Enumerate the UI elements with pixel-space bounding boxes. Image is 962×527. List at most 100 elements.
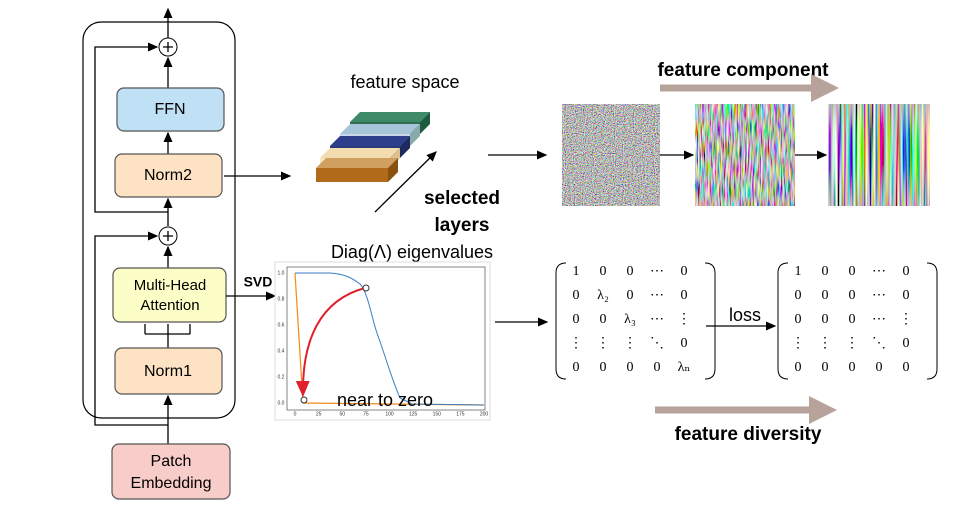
- feature-blocks: [316, 112, 430, 182]
- feature-map: [828, 104, 930, 206]
- add-node: [158, 226, 178, 246]
- matrix-entry: 0: [795, 360, 802, 375]
- ffn-box: [116, 87, 225, 132]
- matrix-entry: 0: [600, 264, 607, 279]
- x-tick-label: 0: [294, 411, 297, 417]
- matrix-entry: 0: [573, 288, 580, 303]
- near-zero-label: near to zero: [337, 390, 433, 410]
- matrix-entry: ⋮: [677, 312, 691, 327]
- attention-label: Attention: [140, 297, 199, 314]
- matrix-entry: 0: [681, 288, 688, 303]
- y-tick-label: 0.6: [278, 322, 285, 328]
- x-tick-label: 75: [363, 411, 369, 417]
- y-tick-label: 0.0: [278, 400, 285, 406]
- matrix-entry: λₙ: [678, 360, 691, 375]
- matrix-entry: 0: [681, 336, 688, 351]
- x-tick-label: 50: [339, 411, 345, 417]
- matrix-entry: ⋱: [650, 336, 664, 351]
- feature-component-label: feature component: [657, 60, 829, 81]
- matrix-entry: ⋮: [791, 336, 805, 351]
- bracket: [704, 262, 716, 380]
- matrix-entry: 0: [849, 360, 856, 375]
- matrix-entry: ⋮: [845, 336, 859, 351]
- matrix-entry: ⋯: [650, 312, 664, 327]
- y-tick-label: 1.0: [278, 270, 285, 276]
- selected-layers-label: selected: [424, 188, 500, 209]
- arrow: [374, 151, 437, 213]
- encoder-frame: [82, 21, 236, 419]
- matrix-entry: 0: [903, 336, 910, 351]
- matrix-entry: 0: [681, 264, 688, 279]
- curve: [295, 272, 485, 406]
- norm2-box: [114, 153, 223, 198]
- x-tick-label: 200: [480, 411, 489, 417]
- matrix-entry: 0: [573, 360, 580, 375]
- x-tick-label: 125: [409, 411, 418, 417]
- x-tick-label: 175: [456, 411, 465, 417]
- matrix-entry: 0: [795, 288, 802, 303]
- matrix-entry: 0: [795, 312, 802, 327]
- x-tick-label: 25: [316, 411, 322, 417]
- feature-diversity-label: feature diversity: [675, 424, 822, 445]
- matrix-entry: 0: [849, 264, 856, 279]
- matrix-entry: ⋮: [623, 336, 637, 351]
- matrix-entry: ⋮: [899, 312, 913, 327]
- eigen-title: Diag(Λ) eigenvalues: [331, 242, 493, 262]
- bracket: [926, 262, 938, 380]
- y-tick-label: 0.4: [278, 348, 285, 354]
- matrix-entry: 0: [627, 264, 634, 279]
- bracket: [777, 262, 789, 380]
- matrix-entry: 0: [903, 264, 910, 279]
- norm1-box: [114, 347, 223, 395]
- matrix-entry: 1: [795, 264, 802, 279]
- arrow: [144, 324, 191, 348]
- matrix-entry: 0: [600, 360, 607, 375]
- x-tick-label: 150: [433, 411, 442, 417]
- matrix-entry: 0: [849, 288, 856, 303]
- matrix-entry: ⋯: [872, 312, 886, 327]
- matrix-entry: λ₃: [624, 312, 636, 327]
- matrix-entry: 0: [654, 360, 661, 375]
- residual: [94, 42, 168, 213]
- matrix-entry: ⋮: [596, 336, 610, 351]
- matrix-entry: 0: [627, 360, 634, 375]
- norm1-label: Norm1: [144, 363, 192, 380]
- x-tick-label: 100: [385, 411, 394, 417]
- matrix-entry: 1: [573, 264, 580, 279]
- red-arrow: [295, 287, 366, 397]
- y-tick-label: 0.2: [278, 374, 285, 380]
- selected-layers-label: layers: [435, 215, 490, 236]
- add-node: [158, 37, 178, 57]
- matrix-entry: 0: [822, 264, 829, 279]
- matrix-entry: ⋯: [872, 264, 886, 279]
- marker: [362, 284, 370, 292]
- bracket: [555, 262, 567, 380]
- matrix-entry: 0: [822, 312, 829, 327]
- matrix-entry: 0: [849, 312, 856, 327]
- matrix-entry: ⋯: [872, 288, 886, 303]
- svd-label: SVD: [244, 274, 273, 290]
- marker: [300, 396, 308, 404]
- matrix-entry: ⋮: [818, 336, 832, 351]
- matrix-entry: 0: [903, 288, 910, 303]
- matrix-entry: ⋮: [569, 336, 583, 351]
- matrix-entry: ⋯: [650, 288, 664, 303]
- matrix-entry: ⋯: [650, 264, 664, 279]
- loss-label: loss: [729, 305, 761, 325]
- embedding-label: Embedding: [131, 475, 212, 492]
- matrix-entry: 0: [903, 360, 910, 375]
- matrix-entry: 0: [627, 288, 634, 303]
- feature-map: [695, 104, 795, 206]
- feature-map: [562, 104, 660, 206]
- norm2-label: Norm2: [144, 167, 192, 184]
- y-tick-label: 0.8: [278, 296, 285, 302]
- matrix-entry: λ₂: [597, 288, 609, 303]
- matrix-entry: 0: [822, 360, 829, 375]
- embedding-label: Patch: [151, 453, 192, 470]
- attention-label: Multi-Head: [134, 277, 207, 294]
- attention-box: [112, 267, 227, 323]
- matrix-entry: 0: [600, 312, 607, 327]
- matrix-entry: 0: [573, 312, 580, 327]
- embedding-box: [111, 443, 231, 500]
